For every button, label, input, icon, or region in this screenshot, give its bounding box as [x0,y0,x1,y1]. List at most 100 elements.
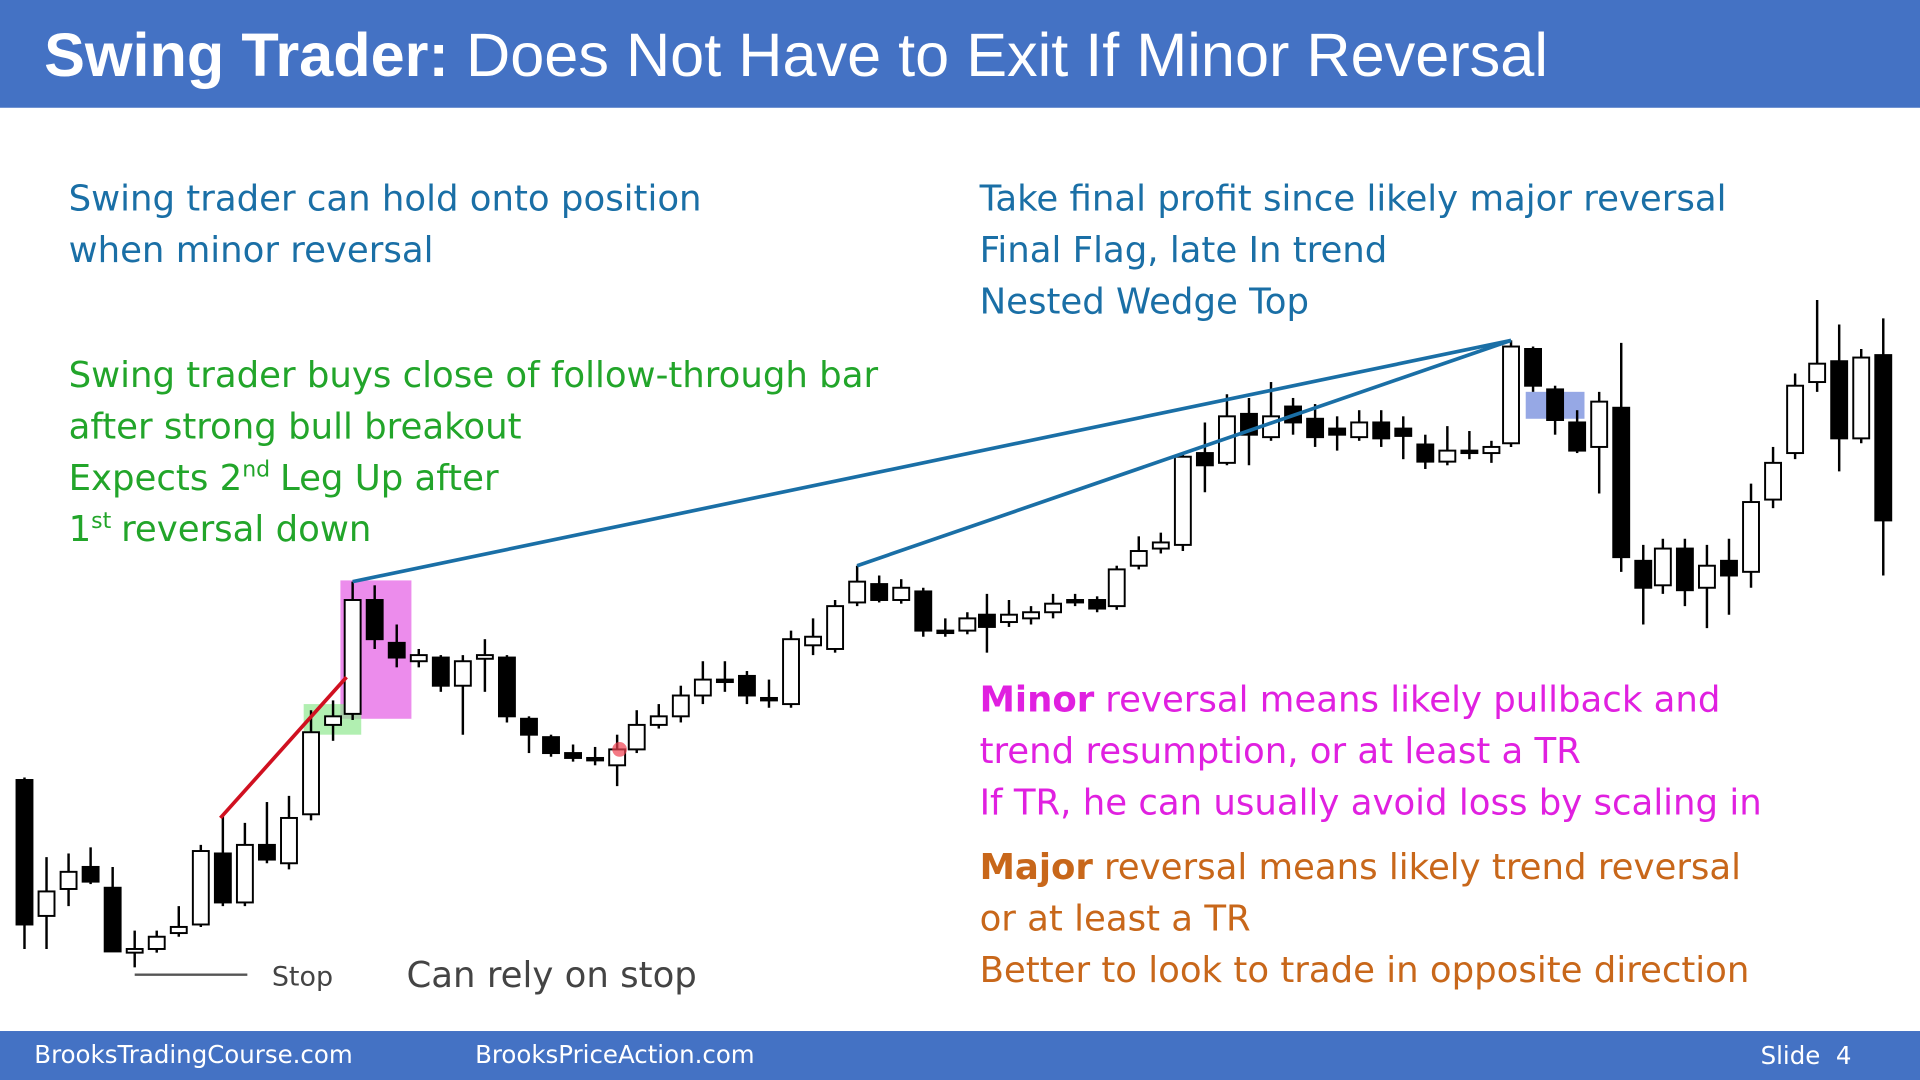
candle-body [1524,348,1542,387]
candle-body [1852,356,1871,440]
note-text: If TR, he can usually avoid loss by scal… [980,782,1762,823]
slide-title: Swing Trader: Does Not Have to Exit If Mi… [44,21,1548,89]
note-line: Final Flag, late In trend [980,230,1388,271]
footer-middle: BrooksPriceAction.com [475,1040,755,1069]
candle-body [892,586,911,601]
candle-body [1000,613,1018,624]
candle-body [324,715,342,726]
note-text: 1 [69,509,92,550]
candle-body [760,696,778,702]
candle-body [1764,461,1782,501]
note-bold: Major [980,847,1094,888]
candle-body [235,843,254,904]
candle-body [693,678,712,697]
candle-body [1107,568,1126,608]
candle-body [147,935,166,950]
candle-body [870,583,889,601]
candle-body [1438,449,1457,463]
note-text: or at least a TR [980,899,1251,940]
note-text: after strong bull breakout [69,406,522,447]
candle-body [978,613,996,628]
wedge-line [352,338,1512,584]
rely-label: Can rely on stop [407,955,697,996]
note-line: or at least a TR [980,899,1251,940]
candle-body [1394,427,1413,437]
wedge-line [856,338,1512,568]
note-bold: Minor [980,679,1095,720]
candle-body [586,756,605,762]
candle-body [520,717,538,736]
note-text: Leg Up after [280,458,499,499]
candle-body [1066,599,1085,604]
footer-left: BrooksTradingCourse.com [34,1040,352,1069]
candle-body [1808,362,1827,384]
superscript: st [91,509,111,534]
candle-body [1675,547,1694,592]
note-line: If TR, he can usually avoid loss by scal… [980,782,1762,823]
candle-body [848,580,867,604]
price-illustration [15,300,1893,968]
candle-body [826,605,845,650]
note-line: trend resumption, or at least a TR [980,731,1581,772]
note-line: Swing trader buys close of follow-throug… [69,355,879,396]
candle-body [169,925,188,935]
candle-body [958,617,977,632]
notes: Swing trader can hold onto position when … [69,179,1762,991]
note-line: Better to look to trade in opposite dire… [980,950,1750,991]
candle-body [1653,547,1672,587]
candle-body [542,736,560,755]
candle-body [1568,421,1587,452]
candle-body [627,723,646,751]
candle-body [258,843,276,861]
candle-body [564,752,582,759]
note-line: 1st reversal down [69,509,372,550]
candle-body [1306,417,1325,439]
candle-body [103,886,122,953]
candle-body [914,590,933,632]
stop-label: Stop [272,962,333,993]
candle-body [804,635,822,647]
candle-body [302,731,320,816]
candle-body [125,948,144,954]
title-bold: Swing Trader: [44,21,449,89]
candle-body [1350,421,1369,439]
note-line: Minor reversal means likely pullback and [980,679,1721,720]
candle-body [81,865,100,883]
candle-body [1502,345,1520,445]
candle-body [1372,421,1391,440]
note-text: trend resumption, or at least a TR [980,731,1581,772]
candle-body [365,599,384,641]
note-text: reversal down [121,509,371,550]
footer-bar [0,1031,1920,1080]
candle-body [1742,501,1760,573]
note-line: Major reversal means likely trend reversa… [980,847,1741,888]
candle-body [1830,360,1849,440]
note-line: Expects 2nd Leg Up after [69,457,499,498]
note-line: after strong bull breakout [69,406,522,447]
candle-body [1634,559,1653,589]
candle-body [1416,443,1435,463]
candle-body [280,816,298,865]
note-line: Take final profit since likely major rev… [979,179,1727,220]
candle-body [213,852,232,904]
candle-body [475,654,494,660]
title-text: Does Not Have to Exit If Minor Reversal [466,21,1548,89]
candle-body [1590,400,1609,448]
candle-body [715,678,734,684]
candle-body [1786,384,1805,455]
note-line: Nested Wedge Top [980,281,1309,322]
note-text: Better to look to trade in opposite dire… [980,950,1750,991]
header-bar [0,0,1920,108]
candle-body [191,850,210,926]
candle-body [782,638,800,706]
candle-body [15,779,34,926]
candle-body [1129,550,1148,567]
candle-body [1022,611,1040,620]
candle-body [409,654,428,663]
note-text: Expects 2 [69,458,243,499]
candle-body [453,660,472,687]
candle-body [649,715,668,726]
trend-line [219,675,348,820]
candle-body [1720,559,1738,577]
